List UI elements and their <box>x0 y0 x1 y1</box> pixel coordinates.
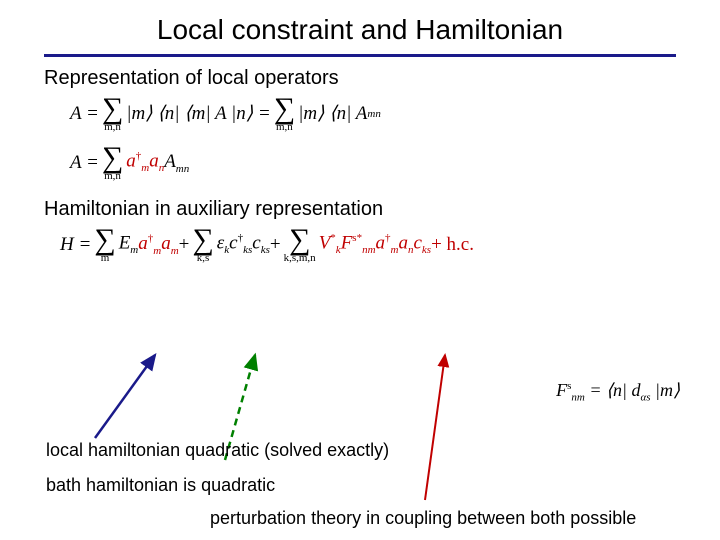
sum-icon: ∑ k,s,m,n <box>284 225 316 264</box>
ham-hc: + h.c. <box>431 234 474 256</box>
eq1-sub-mn: mn <box>367 108 380 120</box>
sum-sub: m,n <box>104 171 121 182</box>
annotation-bath: bath hamiltonian is quadratic <box>46 475 275 496</box>
eq1-terms1: |m⟩ ⟨n| ⟨m| A |n⟩ = <box>126 102 270 125</box>
side-equation: Fsnm = ⟨n| dαs |m⟩ <box>556 380 680 404</box>
page-title: Local constraint and Hamiltonian <box>0 0 720 54</box>
plus-2: + <box>270 234 281 256</box>
ham-term2: εkc†kscks <box>217 232 270 256</box>
annotation-local: local hamiltonian quadratic (solved exac… <box>46 440 389 461</box>
section-repr: Representation of local operators <box>44 67 720 90</box>
equation-1: A = ∑ m,n |m⟩ ⟨n| ⟨m| A |n⟩ = ∑ m,n |m⟩ … <box>70 94 720 133</box>
sum-sub: k,s <box>197 253 210 264</box>
arrow-blue <box>95 355 155 438</box>
eq2-Amn: Amn <box>164 151 189 175</box>
sum-icon: ∑ m,n <box>102 94 123 133</box>
ham-term3: V*kFs*nma†mancks <box>319 232 431 256</box>
ham-term1: Ema†mam <box>119 232 179 256</box>
title-underline <box>44 54 676 57</box>
ham-lhs: H = <box>60 234 91 256</box>
sum-sub: k,s,m,n <box>284 253 316 264</box>
eq2-am: a†man <box>126 150 164 174</box>
equation-2: A = ∑ m,n a†man Amn <box>70 143 720 182</box>
arrow-red <box>425 355 445 500</box>
plus-1: + <box>179 234 190 256</box>
sum-sub: m,n <box>104 122 121 133</box>
sum-sub: m,n <box>276 122 293 133</box>
sum-icon: ∑ m,n <box>274 94 295 133</box>
eq2-lhs: A = <box>70 152 99 174</box>
eq1-terms2: |m⟩ ⟨n| A <box>298 102 367 125</box>
sum-icon: ∑ k,s <box>192 225 213 264</box>
eq1-lhs: A = <box>70 103 99 125</box>
hamiltonian-eq: H = ∑ m Ema†mam + ∑ k,s εkc†kscks + ∑ k,… <box>60 225 720 264</box>
section-ham: Hamiltonian in auxiliary representation <box>44 198 720 221</box>
annotation-perturb: perturbation theory in coupling between … <box>210 508 636 529</box>
sum-icon: ∑ m <box>94 225 115 264</box>
sum-icon: ∑ m,n <box>102 143 123 182</box>
sum-sub: m <box>101 253 110 264</box>
